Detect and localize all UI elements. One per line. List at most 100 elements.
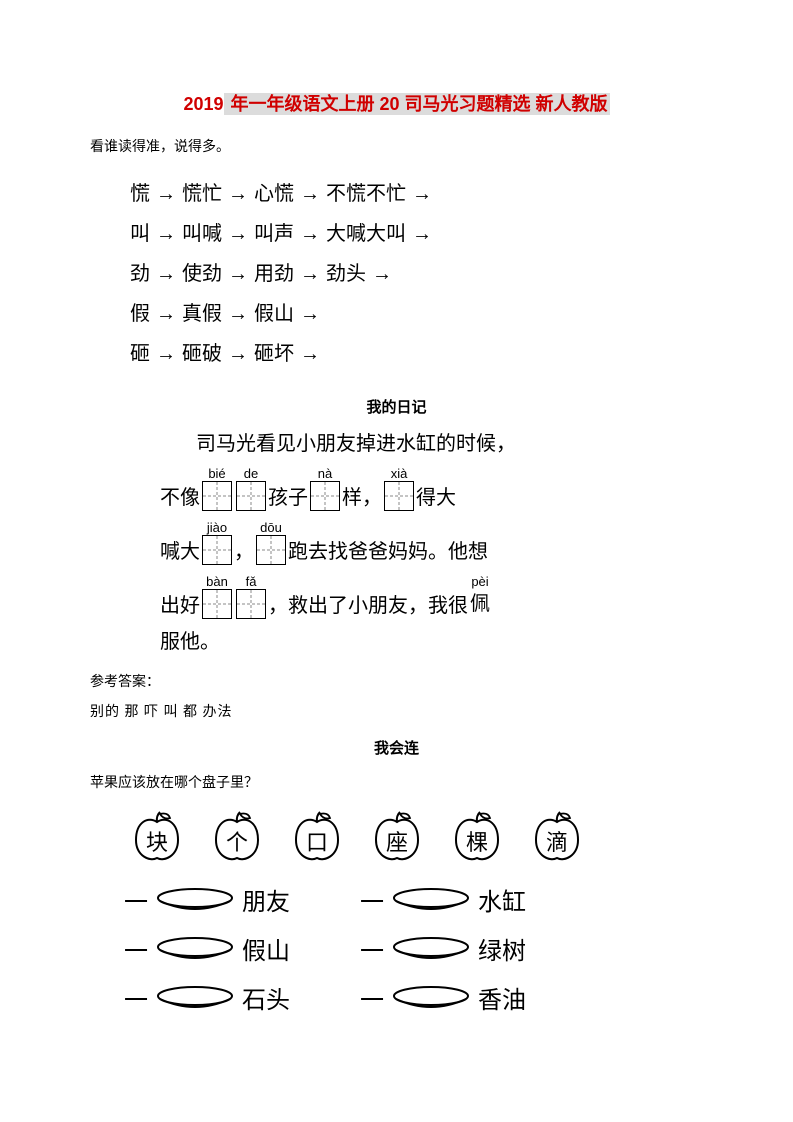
plate-item[interactable]: 一 水缸	[360, 882, 526, 917]
chain-word: 慌	[130, 183, 150, 205]
chain-word: 用劲	[254, 263, 294, 285]
diary-text: ，	[234, 539, 254, 565]
arrow-icon: →	[412, 174, 432, 214]
diary-text: 出好	[160, 593, 200, 619]
chain-word: 劲头	[326, 263, 366, 285]
arrow-icon: →	[156, 294, 176, 334]
plate-word: 假山	[242, 931, 290, 966]
title-rest: 年一年级语文上册 20 司马光习题精选 新人教版	[224, 93, 610, 115]
diary-text: 孩子	[268, 485, 308, 511]
arrow-icon: →	[228, 294, 248, 334]
arrow-icon: →	[300, 174, 320, 214]
diary-text: ，救出了小朋友，我很	[268, 593, 468, 619]
plate-col-left: 一朋友一假山一石头	[124, 882, 290, 1015]
arrow-icon: →	[228, 334, 248, 374]
apple-row: 块个口座棵滴	[130, 810, 703, 864]
apple-item[interactable]: 块	[130, 810, 184, 864]
arrow-icon: →	[300, 254, 320, 294]
plate-word: 绿树	[478, 931, 526, 966]
apple-item[interactable]: 个	[210, 810, 264, 864]
one-char: 一	[360, 980, 384, 1015]
plate-word: 水缸	[478, 882, 526, 917]
apple-char: 个	[226, 825, 248, 857]
plate-col-right: 一水缸一绿树一香油	[360, 882, 526, 1015]
one-char: 一	[124, 931, 148, 966]
chain-word: 叫声	[254, 223, 294, 245]
one-char: 一	[124, 980, 148, 1015]
pei-char: pèi佩	[470, 575, 490, 619]
matching-block: 块个口座棵滴 一朋友一假山一石头 一水缸一绿树一香油	[120, 810, 703, 1015]
one-char: 一	[124, 882, 148, 917]
char-box[interactable]: bié	[202, 467, 232, 511]
arrow-icon: →	[228, 254, 248, 294]
diary-block: 司马光看见小朋友掉进水缸的时候， 不像 bié de 孩子 nà 样， xià …	[160, 431, 663, 655]
plate-word: 石头	[242, 980, 290, 1015]
chain-word: 砸	[130, 343, 150, 365]
chain-word: 叫	[130, 223, 150, 245]
arrow-icon: →	[372, 254, 392, 294]
diary-text: 跑去找爸爸妈妈。他想	[288, 539, 488, 565]
plate-rows: 一朋友一假山一石头 一水缸一绿树一香油	[124, 882, 703, 1015]
diary-text: 样，	[342, 485, 382, 511]
plate-item[interactable]: 一 朋友	[124, 882, 290, 917]
arrow-icon: →	[412, 214, 432, 254]
chain-word: 真假	[182, 303, 222, 325]
apple-char: 座	[386, 825, 408, 857]
page-title: 2019 年一年级语文上册 20 司马光习题精选 新人教版	[90, 90, 703, 116]
apple-char: 块	[146, 825, 168, 857]
char-box[interactable]: de	[236, 467, 266, 511]
char-box[interactable]: dōu	[256, 521, 286, 565]
arrow-icon: →	[156, 174, 176, 214]
section-heading-diary: 我的日记	[90, 396, 703, 417]
word-chain-row: 叫→叫喊→叫声→大喊大叫→	[130, 214, 703, 254]
answer-line: 别的 那 吓 叫 都 办法	[90, 701, 703, 721]
one-char: 一	[360, 882, 384, 917]
apple-char: 口	[306, 825, 328, 857]
word-chain-row: 假 → 真假 → 假山 →	[130, 294, 703, 334]
instruction-1: 看谁读得准，说得多。	[90, 136, 703, 156]
diary-text: 喊大	[160, 539, 200, 565]
arrow-icon: →	[228, 214, 248, 254]
arrow-icon: →	[156, 214, 176, 254]
char-box[interactable]: jiào	[202, 521, 232, 565]
apple-char: 滴	[546, 825, 568, 857]
diary-line5: 服他。	[160, 629, 220, 655]
word-chains-block: 慌→慌忙→心慌→不慌不忙→叫→叫喊→叫声→大喊大叫→劲→使劲→用劲→劲头→假→真…	[130, 174, 703, 374]
instruction-2: 苹果应该放在哪个盘子里？	[90, 772, 703, 792]
chain-word: 砸破	[182, 343, 222, 365]
plate-word: 香油	[478, 980, 526, 1015]
char-box[interactable]: bàn	[202, 575, 232, 619]
word-chain-row: 慌→慌忙→心慌→不慌不忙→	[130, 174, 703, 214]
apple-item[interactable]: 棵	[450, 810, 504, 864]
arrow-icon: →	[300, 214, 320, 254]
chain-word: 慌忙	[182, 183, 222, 205]
apple-item[interactable]: 口	[290, 810, 344, 864]
arrow-icon: →	[300, 294, 320, 334]
plate-item[interactable]: 一 香油	[360, 980, 526, 1015]
apple-item[interactable]: 滴	[530, 810, 584, 864]
diary-text: 不像	[160, 485, 200, 511]
arrow-icon: →	[156, 254, 176, 294]
char-box[interactable]: nà	[310, 467, 340, 511]
answer-heading: 参考答案：	[90, 671, 703, 691]
arrow-icon: →	[300, 334, 320, 374]
arrow-icon: →	[156, 334, 176, 374]
chain-word: 大喊大叫	[326, 223, 406, 245]
plate-item[interactable]: 一 绿树	[360, 931, 526, 966]
plate-item[interactable]: 一 假山	[124, 931, 290, 966]
plate-word: 朋友	[242, 882, 290, 917]
word-chain-row: 砸 → 砸破 → 砸坏 →	[130, 334, 703, 374]
one-char: 一	[360, 931, 384, 966]
diary-line1: 司马光看见小朋友掉进水缸的时候，	[196, 431, 516, 457]
apple-char: 棵	[466, 825, 488, 857]
chain-word: 假山	[254, 303, 294, 325]
char-box[interactable]: xià	[384, 467, 414, 511]
chain-word: 砸坏	[254, 343, 294, 365]
apple-item[interactable]: 座	[370, 810, 424, 864]
plate-item[interactable]: 一 石头	[124, 980, 290, 1015]
diary-text: 得大	[416, 485, 456, 511]
chain-word: 劲	[130, 263, 150, 285]
chain-word: 假	[130, 303, 150, 325]
char-box[interactable]: fǎ	[236, 575, 266, 619]
chain-word: 心慌	[254, 183, 294, 205]
